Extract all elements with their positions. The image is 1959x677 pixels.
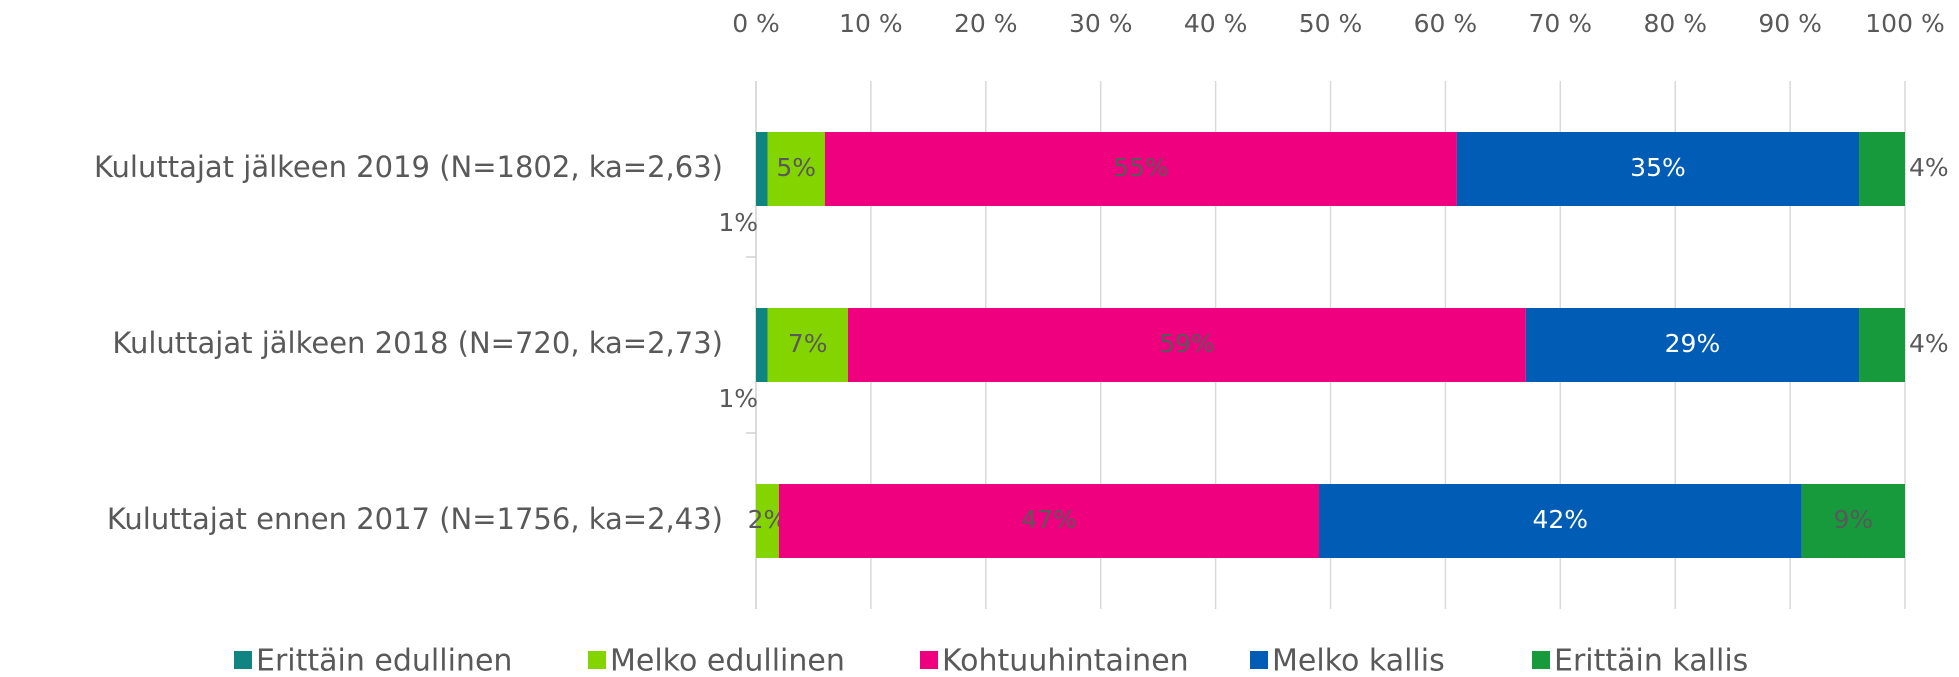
bar-segment <box>767 308 848 382</box>
legend-swatch <box>588 651 606 669</box>
data-label: 1% <box>718 208 758 237</box>
data-label: 5% <box>776 153 816 182</box>
data-label: 29% <box>1665 329 1721 358</box>
x-tick-label: 10 % <box>839 9 903 38</box>
legend-label: Erittäin kallis <box>1554 644 1748 677</box>
data-label: 42% <box>1533 505 1589 534</box>
legend-swatch <box>920 651 938 669</box>
data-label: 7% <box>788 329 828 358</box>
legend-label: Kohtuuhintainen <box>942 644 1189 677</box>
bar-segment <box>824 132 1457 206</box>
x-tick-label: 50 % <box>1299 9 1363 38</box>
bar-segment <box>1525 308 1860 382</box>
legend-label: Erittäin edullinen <box>256 644 512 677</box>
data-label: 4% <box>1909 329 1949 358</box>
x-tick-label: 20 % <box>954 9 1018 38</box>
bar-segment <box>767 132 825 206</box>
data-label: 47% <box>1021 505 1077 534</box>
bar-segment <box>1801 484 1905 558</box>
legend-label: Melko edullinen <box>610 644 845 677</box>
bar-segment <box>756 308 768 382</box>
bar-segment <box>756 132 768 206</box>
bar-segment <box>1859 132 1905 206</box>
data-label: 35% <box>1630 153 1686 182</box>
data-label: 9% <box>1833 505 1873 534</box>
bar-segment <box>1319 484 1802 558</box>
data-label: 55% <box>1113 153 1169 182</box>
data-label: 4% <box>1909 153 1949 182</box>
bar-segment <box>847 308 1526 382</box>
bar-segment <box>1859 308 1905 382</box>
x-tick-label: 100 % <box>1865 9 1944 38</box>
data-label: 59% <box>1159 329 1215 358</box>
x-tick-label: 80 % <box>1643 9 1707 38</box>
y-tick-label: Kuluttajat ennen 2017 (N=1756, ka=2,43) <box>107 502 723 536</box>
y-tick-label: Kuluttajat jälkeen 2019 (N=1802, ka=2,63… <box>94 150 723 184</box>
bar-segment <box>1456 132 1860 206</box>
legend-swatch <box>1250 651 1268 669</box>
x-tick-label: 0 % <box>732 9 780 38</box>
x-tick-label: 40 % <box>1184 9 1248 38</box>
x-tick-label: 60 % <box>1414 9 1478 38</box>
x-tick-label: 70 % <box>1529 9 1593 38</box>
bar-segment <box>756 484 779 558</box>
legend-label: Melko kallis <box>1272 644 1445 677</box>
x-tick-label: 90 % <box>1758 9 1822 38</box>
legend-swatch <box>1532 651 1550 669</box>
y-tick-label: Kuluttajat jälkeen 2018 (N=720, ka=2,73) <box>112 326 723 360</box>
legend-swatch <box>234 651 252 669</box>
bar-segment <box>778 484 1320 558</box>
x-tick-label: 30 % <box>1069 9 1133 38</box>
data-label: 1% <box>718 384 758 413</box>
